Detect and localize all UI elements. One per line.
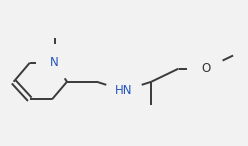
Text: HN: HN bbox=[115, 84, 133, 97]
Text: N: N bbox=[50, 56, 59, 69]
Text: O: O bbox=[201, 62, 211, 75]
